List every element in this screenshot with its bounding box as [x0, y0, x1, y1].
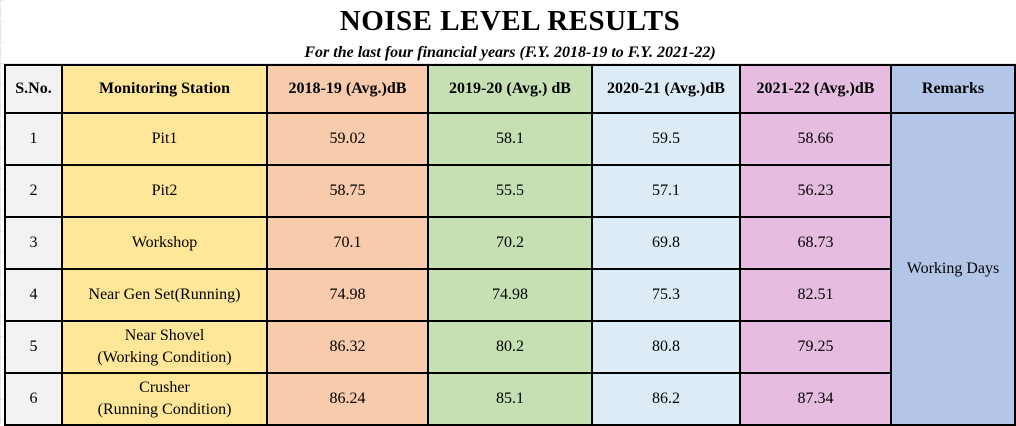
- header-2021-22[interactable]: 2021-22 (Avg.)dB: [739, 64, 892, 114]
- cell-station[interactable]: Near Gen Set(Running): [61, 268, 268, 322]
- page-subtitle: For the last four financial years (F.Y. …: [304, 43, 716, 61]
- cell-2019-20[interactable]: 85.1: [427, 372, 593, 426]
- cell-station[interactable]: Crusher (Running Condition): [61, 372, 268, 426]
- station-line: Near Shovel: [124, 327, 205, 344]
- header-row: S.No. Monitoring Station 2018-19 (Avg.)d…: [4, 64, 1016, 114]
- table-row: 1 Pit1 59.02 58.1 59.5 58.66 Working Day…: [4, 112, 1016, 426]
- cell-2018-19[interactable]: 86.24: [266, 372, 429, 426]
- table-row: 6 Crusher (Running Condition) 86.24 85.1 …: [4, 372, 1015, 426]
- cell-2021-22[interactable]: 68.73: [739, 216, 892, 270]
- cell-remarks-merged[interactable]: Working Days: [890, 112, 1016, 426]
- cell-station[interactable]: Pit1: [61, 112, 268, 166]
- cell-sno[interactable]: 1: [4, 112, 63, 166]
- subtitle-cell[interactable]: For the last four financial years (F.Y. …: [4, 42, 1016, 63]
- cell-2020-21[interactable]: 80.8: [591, 320, 741, 374]
- cell-2020-21[interactable]: 57.1: [591, 164, 741, 218]
- cell-sno[interactable]: 2: [4, 164, 63, 218]
- cell-2018-19[interactable]: 59.02: [266, 112, 429, 166]
- cell-sno[interactable]: 5: [4, 320, 63, 374]
- cell-2021-22[interactable]: 58.66: [739, 112, 892, 166]
- cell-2018-19[interactable]: 86.32: [266, 320, 429, 374]
- cell-2020-21[interactable]: 59.5: [591, 112, 741, 166]
- station-line: Crusher: [139, 379, 190, 396]
- header-2019-20[interactable]: 2019-20 (Avg.) dB: [427, 64, 593, 114]
- cell-2020-21[interactable]: 86.2: [591, 372, 741, 426]
- cell-2018-19[interactable]: 58.75: [266, 164, 429, 218]
- station-line: Pit1: [151, 130, 178, 147]
- cell-station[interactable]: Workshop: [61, 216, 268, 270]
- cell-2019-20[interactable]: 55.5: [427, 164, 593, 218]
- page-title: NOISE LEVEL RESULTS: [339, 4, 681, 37]
- cell-sno[interactable]: 3: [4, 216, 63, 270]
- table-row: 3 Workshop 70.1 70.2 69.8 68.73: [4, 216, 1015, 270]
- table-row: 5 Near Shovel (Working Condition) 86.32 8…: [4, 320, 1015, 374]
- cell-2019-20[interactable]: 58.1: [427, 112, 593, 166]
- cell-2019-20[interactable]: 80.2: [427, 320, 593, 374]
- cell-2018-19[interactable]: 70.1: [266, 216, 429, 270]
- title-cell[interactable]: NOISE LEVEL RESULTS: [4, 0, 1016, 42]
- cell-2021-22[interactable]: 79.25: [739, 320, 892, 374]
- header-2018-19[interactable]: 2018-19 (Avg.)dB: [266, 64, 429, 114]
- cell-2018-19[interactable]: 74.98: [266, 268, 429, 322]
- noise-level-table: S.No. Monitoring Station 2018-19 (Avg.)d…: [4, 64, 1016, 426]
- table-row: 2 Pit2 58.75 55.5 57.1 56.23: [4, 164, 1015, 218]
- header-remarks[interactable]: Remarks: [890, 64, 1016, 114]
- cell-2020-21[interactable]: 69.8: [591, 216, 741, 270]
- cell-sno[interactable]: 4: [4, 268, 63, 322]
- station-line: Workshop: [131, 234, 198, 251]
- header-monitoring-station[interactable]: Monitoring Station: [61, 64, 268, 114]
- cell-station[interactable]: Near Shovel (Working Condition): [61, 320, 268, 374]
- cell-2020-21[interactable]: 75.3: [591, 268, 741, 322]
- cell-2019-20[interactable]: 74.98: [427, 268, 593, 322]
- cell-2021-22[interactable]: 87.34: [739, 372, 892, 426]
- station-line: Near Gen Set(Running): [88, 286, 241, 303]
- cell-2021-22[interactable]: 82.51: [739, 268, 892, 322]
- station-line-detail: (Running Condition): [97, 401, 232, 418]
- cell-sno[interactable]: 6: [4, 372, 63, 426]
- cell-station[interactable]: Pit2: [61, 164, 268, 218]
- header-sno[interactable]: S.No.: [4, 64, 63, 114]
- header-2020-21[interactable]: 2020-21 (Avg.)dB: [591, 64, 741, 114]
- cell-2019-20[interactable]: 70.2: [427, 216, 593, 270]
- station-line-detail: (Working Condition): [97, 349, 232, 366]
- cell-2021-22[interactable]: 56.23: [739, 164, 892, 218]
- table-row: 4 Near Gen Set(Running) 74.98 74.98 75.3…: [4, 268, 1015, 322]
- station-line: Pit2: [151, 182, 178, 199]
